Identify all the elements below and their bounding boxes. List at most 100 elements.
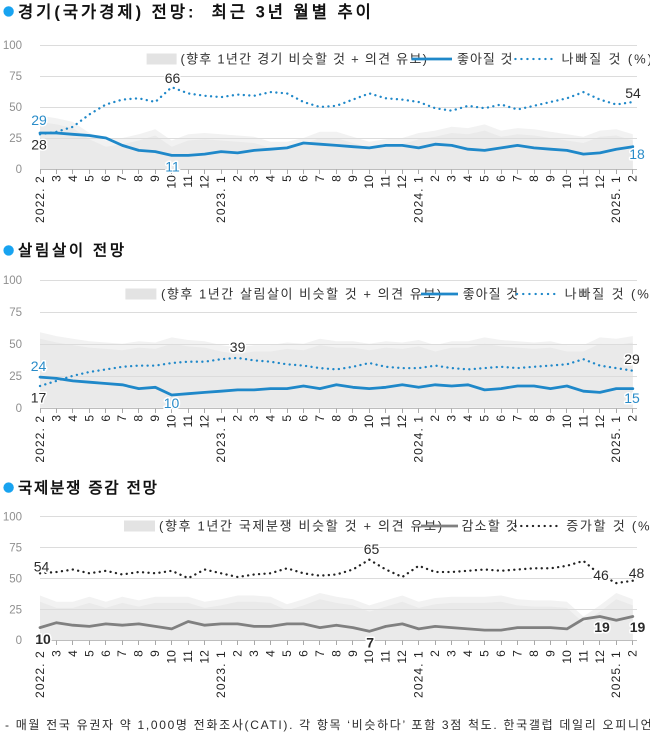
svg-text:10: 10 <box>165 650 179 664</box>
svg-text:5: 5 <box>478 415 492 422</box>
svg-text:12: 12 <box>198 415 212 429</box>
svg-text:2025. 1: 2025. 1 <box>609 415 623 463</box>
svg-text:5: 5 <box>82 175 96 182</box>
svg-text:10: 10 <box>362 415 376 429</box>
svg-text:2: 2 <box>428 650 442 657</box>
svg-text:100: 100 <box>3 40 22 52</box>
svg-text:11: 11 <box>379 650 393 663</box>
svg-text:7: 7 <box>313 415 327 422</box>
svg-text:9: 9 <box>148 175 162 182</box>
svg-text:12: 12 <box>395 415 409 429</box>
svg-text:10: 10 <box>165 415 179 429</box>
svg-text:3: 3 <box>247 650 261 657</box>
svg-text:15: 15 <box>624 390 640 406</box>
svg-text:(향후 1년간 살림살이 비슷할 것 + 의견 유보): (향후 1년간 살림살이 비슷할 것 + 의견 유보) <box>161 286 443 301</box>
svg-text:5: 5 <box>280 415 294 422</box>
svg-text:7: 7 <box>115 175 129 182</box>
svg-text:6: 6 <box>296 415 310 422</box>
svg-text:8: 8 <box>132 175 146 182</box>
svg-text:5: 5 <box>478 175 492 182</box>
svg-text:10: 10 <box>35 631 51 647</box>
svg-text:2023. 1: 2023. 1 <box>214 415 228 463</box>
svg-text:7: 7 <box>366 635 374 651</box>
svg-text:12: 12 <box>593 175 607 189</box>
svg-text:3: 3 <box>445 650 459 657</box>
svg-text:3: 3 <box>445 175 459 182</box>
svg-text:50: 50 <box>9 102 22 114</box>
svg-text:4: 4 <box>263 415 277 422</box>
svg-text:9: 9 <box>346 175 360 182</box>
svg-text:8: 8 <box>527 175 541 182</box>
svg-text:0: 0 <box>16 403 22 415</box>
svg-text:11: 11 <box>576 650 590 663</box>
svg-text:7: 7 <box>510 175 524 182</box>
svg-text:2023. 1: 2023. 1 <box>214 650 228 698</box>
svg-text:3: 3 <box>247 415 261 422</box>
svg-text:2022. 2: 2022. 2 <box>33 175 47 223</box>
svg-text:11: 11 <box>576 415 590 428</box>
svg-text:11: 11 <box>379 175 393 188</box>
svg-text:11: 11 <box>379 415 393 428</box>
svg-text:- 매월 전국 유권자 약 1,000명 전화조사(CATI: - 매월 전국 유권자 약 1,000명 전화조사(CATI). 각 항목 ‘비… <box>5 717 650 732</box>
svg-text:10: 10 <box>362 175 376 189</box>
svg-text:11: 11 <box>165 159 180 175</box>
svg-text:5: 5 <box>280 175 294 182</box>
svg-text:4: 4 <box>461 175 475 182</box>
svg-text:66: 66 <box>165 70 181 86</box>
svg-text:(향후 1년간 경기 비슷할 것 + 의견 유보): (향후 1년간 경기 비슷할 것 + 의견 유보) <box>181 51 429 66</box>
svg-text:24: 24 <box>31 358 47 374</box>
svg-text:9: 9 <box>543 650 557 657</box>
svg-text:2: 2 <box>428 415 442 422</box>
svg-text:6: 6 <box>296 175 310 182</box>
svg-text:6: 6 <box>99 175 113 182</box>
svg-text:12: 12 <box>395 650 409 664</box>
svg-text:100: 100 <box>3 512 22 524</box>
svg-text:11: 11 <box>576 175 590 188</box>
svg-text:39: 39 <box>230 339 246 355</box>
svg-text:2024. 1: 2024. 1 <box>412 650 426 698</box>
svg-text:4: 4 <box>263 175 277 182</box>
svg-text:11: 11 <box>181 175 195 188</box>
svg-text:3: 3 <box>445 415 459 422</box>
svg-text:8: 8 <box>132 650 146 657</box>
svg-text:3: 3 <box>247 175 261 182</box>
svg-text:5: 5 <box>478 650 492 657</box>
svg-text:4: 4 <box>263 650 277 657</box>
svg-text:12: 12 <box>198 650 212 664</box>
svg-text:10: 10 <box>165 175 179 189</box>
svg-text:2022. 2: 2022. 2 <box>33 650 47 698</box>
svg-text:증가할 것 (%): 증가할 것 (%) <box>566 518 650 533</box>
svg-text:3: 3 <box>49 415 63 422</box>
svg-text:좋아질 것: 좋아질 것 <box>457 51 513 66</box>
svg-text:29: 29 <box>624 351 640 367</box>
svg-text:2: 2 <box>231 415 245 422</box>
svg-text:2: 2 <box>231 175 245 182</box>
svg-text:50: 50 <box>9 339 22 351</box>
svg-text:감소할 것: 감소할 것 <box>462 518 519 533</box>
svg-text:75: 75 <box>9 71 22 83</box>
svg-text:19: 19 <box>594 619 610 635</box>
svg-text:(향후 1년간 국제분쟁 비슷할 것 + 의견 유보): (향후 1년간 국제분쟁 비슷할 것 + 의견 유보) <box>159 518 444 533</box>
svg-text:54: 54 <box>625 85 641 101</box>
svg-text:8: 8 <box>329 175 343 182</box>
svg-text:4: 4 <box>66 175 80 182</box>
svg-text:7: 7 <box>510 415 524 422</box>
svg-text:5: 5 <box>82 650 96 657</box>
svg-text:9: 9 <box>346 650 360 657</box>
svg-text:29: 29 <box>31 112 47 128</box>
svg-text:살림살이 전망: 살림살이 전망 <box>18 241 127 260</box>
svg-text:11: 11 <box>181 415 195 428</box>
svg-text:9: 9 <box>148 415 162 422</box>
svg-text:좋아질 것: 좋아질 것 <box>463 286 519 301</box>
svg-text:7: 7 <box>313 650 327 657</box>
svg-text:50: 50 <box>9 573 22 585</box>
svg-text:2: 2 <box>626 650 640 657</box>
svg-text:2023. 1: 2023. 1 <box>214 175 228 223</box>
svg-text:8: 8 <box>132 415 146 422</box>
svg-text:5: 5 <box>280 650 294 657</box>
svg-text:9: 9 <box>543 415 557 422</box>
svg-text:8: 8 <box>329 650 343 657</box>
svg-text:2024. 1: 2024. 1 <box>412 415 426 463</box>
svg-text:2: 2 <box>428 175 442 182</box>
svg-text:12: 12 <box>593 650 607 664</box>
